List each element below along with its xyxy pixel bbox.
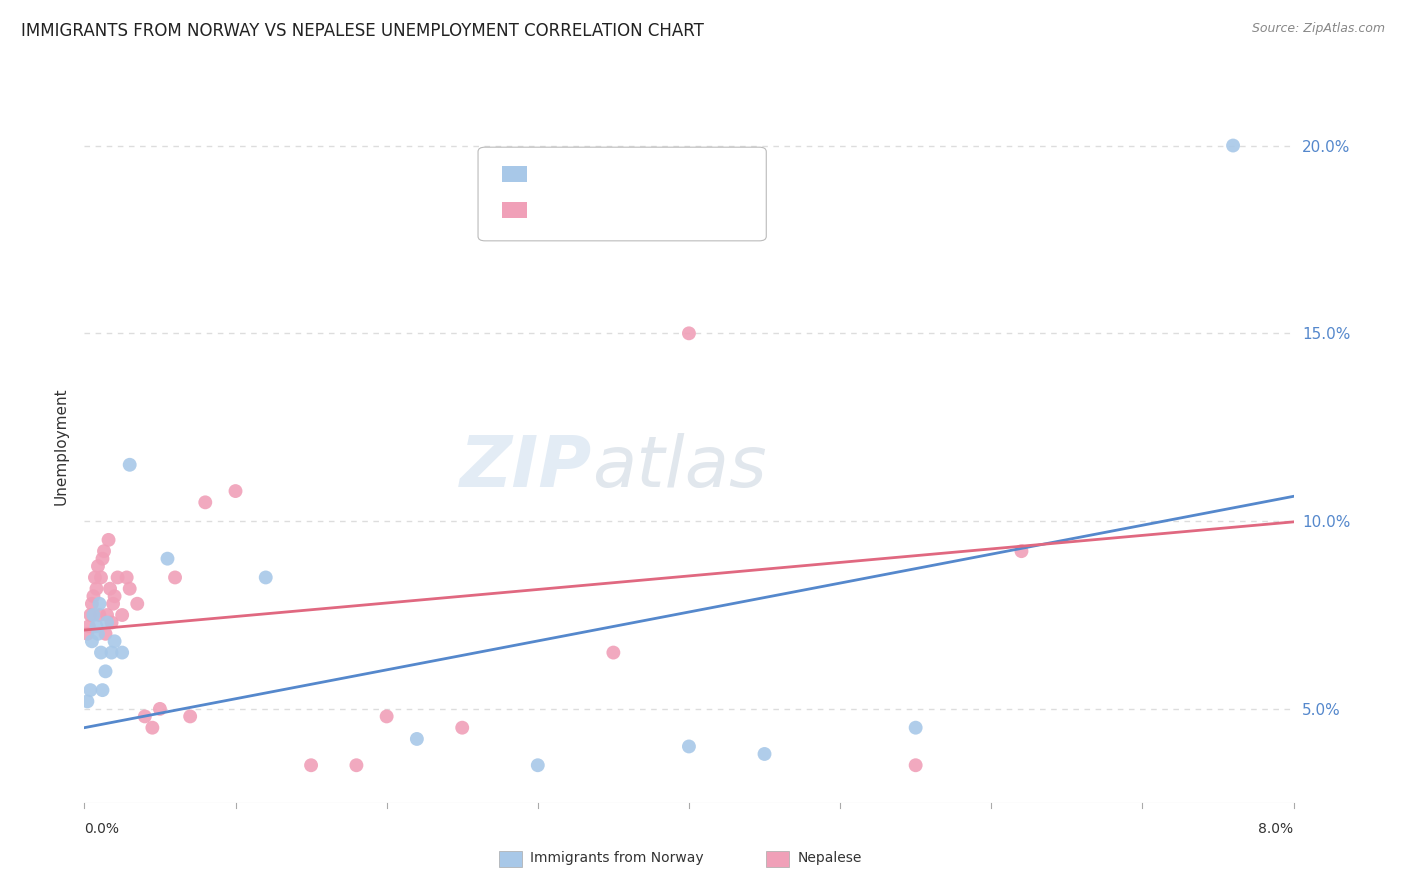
Point (118, 582, 141, 596)
Point (104, 634, 127, 648)
Point (97, 533, 120, 547)
Point (82, 589, 104, 603)
Point (254, 570, 277, 584)
Text: R = 0.366: R = 0.366 (538, 202, 616, 217)
Text: 8.0%: 8.0% (1258, 822, 1294, 836)
Point (100, 646, 122, 660)
Point (375, 709, 398, 723)
Text: Immigrants from Norway: Immigrants from Norway (530, 851, 703, 865)
Point (678, 739, 700, 754)
Text: ZIP: ZIP (460, 433, 592, 502)
Point (89, 607, 111, 622)
Point (86, 619, 108, 633)
Text: 0.0%: 0.0% (84, 822, 120, 836)
Point (80, 597, 103, 611)
Point (111, 646, 134, 660)
Point (104, 589, 127, 603)
Point (754, 747, 776, 761)
Point (76, 694, 98, 708)
Point (527, 758, 550, 772)
Point (149, 702, 172, 716)
Point (98, 582, 121, 596)
Point (94, 627, 117, 641)
Point (93, 544, 115, 558)
Point (76, 627, 98, 641)
Point (96, 607, 118, 622)
Point (90, 570, 112, 584)
Text: IMMIGRANTS FROM NORWAY VS NEPALESE UNEMPLOYMENT CORRELATION CHART: IMMIGRANTS FROM NORWAY VS NEPALESE UNEMP… (21, 22, 704, 40)
Point (165, 570, 187, 584)
Point (94, 665, 117, 679)
Point (79, 607, 101, 622)
Point (111, 607, 134, 622)
Point (101, 597, 124, 611)
Point (82, 607, 104, 622)
Point (406, 731, 429, 746)
Point (86, 582, 108, 596)
Point (346, 758, 368, 772)
Point (1011, 544, 1033, 558)
Point (115, 570, 138, 584)
Point (904, 721, 927, 735)
Point (134, 709, 156, 723)
Text: N = 23: N = 23 (644, 167, 702, 181)
Point (107, 570, 129, 584)
Point (225, 484, 247, 499)
Point (904, 758, 927, 772)
Y-axis label: Unemployment: Unemployment (53, 387, 69, 505)
Point (89, 597, 111, 611)
Point (127, 597, 149, 611)
Text: Source: ZipAtlas.com: Source: ZipAtlas.com (1251, 22, 1385, 36)
Point (91, 551, 114, 566)
Point (299, 758, 322, 772)
Point (156, 551, 179, 566)
Text: N = 39: N = 39 (644, 202, 702, 217)
Point (90, 646, 112, 660)
Point (602, 646, 624, 660)
Point (87, 627, 110, 641)
Point (1222, 138, 1244, 153)
Point (451, 721, 474, 735)
Point (100, 615, 122, 630)
Point (80, 634, 103, 648)
Point (91, 683, 114, 698)
Point (118, 458, 141, 472)
Point (87, 559, 110, 574)
Point (141, 721, 163, 735)
Point (77, 619, 100, 633)
Point (678, 326, 700, 341)
Text: atlas: atlas (592, 433, 766, 502)
Text: R = 0.368: R = 0.368 (538, 167, 616, 181)
Text: Nepalese: Nepalese (797, 851, 862, 865)
Point (179, 709, 201, 723)
Point (79, 683, 101, 698)
Point (84, 570, 107, 584)
Point (96, 615, 118, 630)
Point (194, 495, 217, 509)
